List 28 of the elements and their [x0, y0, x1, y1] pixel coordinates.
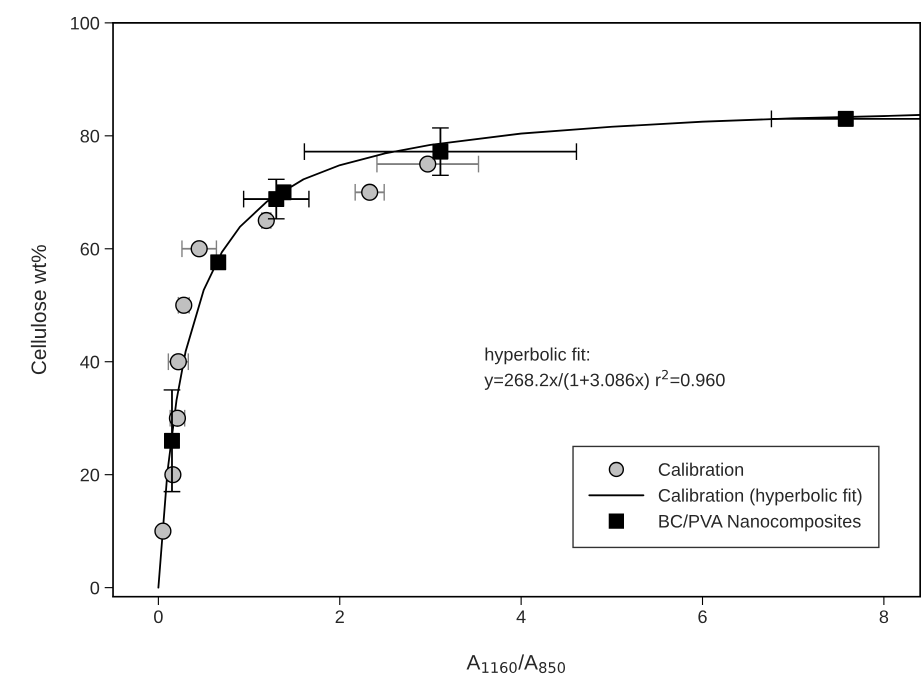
x-tick-label: 0: [154, 610, 163, 624]
y-tick-label: 100: [71, 16, 100, 30]
x-tick-label: 2: [336, 610, 344, 623]
point: [164, 432, 180, 449]
point: [432, 144, 448, 160]
point: [210, 254, 226, 270]
legend-label: Calibration: [658, 462, 744, 476]
x-tick-label: 6: [698, 610, 707, 624]
y-tick-label: 40: [80, 356, 100, 368]
legend-label: Calibration (hyperbolic fit): [658, 488, 862, 506]
x-axis-title: A$_{1160}$/A$_{850}$: [466, 654, 566, 674]
y-tick-label: 0: [90, 582, 100, 594]
y-axis-title: Cellulose wt%: [30, 245, 46, 374]
point: [190, 240, 208, 258]
annotation: y=268.2x/(1+3.086x) r$^{2}$=0.960: [484, 370, 725, 390]
point: [361, 184, 378, 201]
y-tick-label: 60: [80, 242, 100, 256]
point: [838, 110, 854, 127]
legend-label: BC/PVA Nanocomposites: [659, 514, 861, 532]
y-tick-label: 80: [80, 130, 100, 143]
x-tick-label: 4: [516, 610, 526, 623]
x-tick-label: 8: [880, 610, 888, 624]
annotation: hyperbolic fit:: [486, 347, 590, 364]
point: [258, 212, 275, 230]
y-tick-label: 20: [80, 468, 100, 482]
point: [419, 155, 436, 173]
point: [154, 522, 172, 540]
point: [276, 184, 292, 200]
